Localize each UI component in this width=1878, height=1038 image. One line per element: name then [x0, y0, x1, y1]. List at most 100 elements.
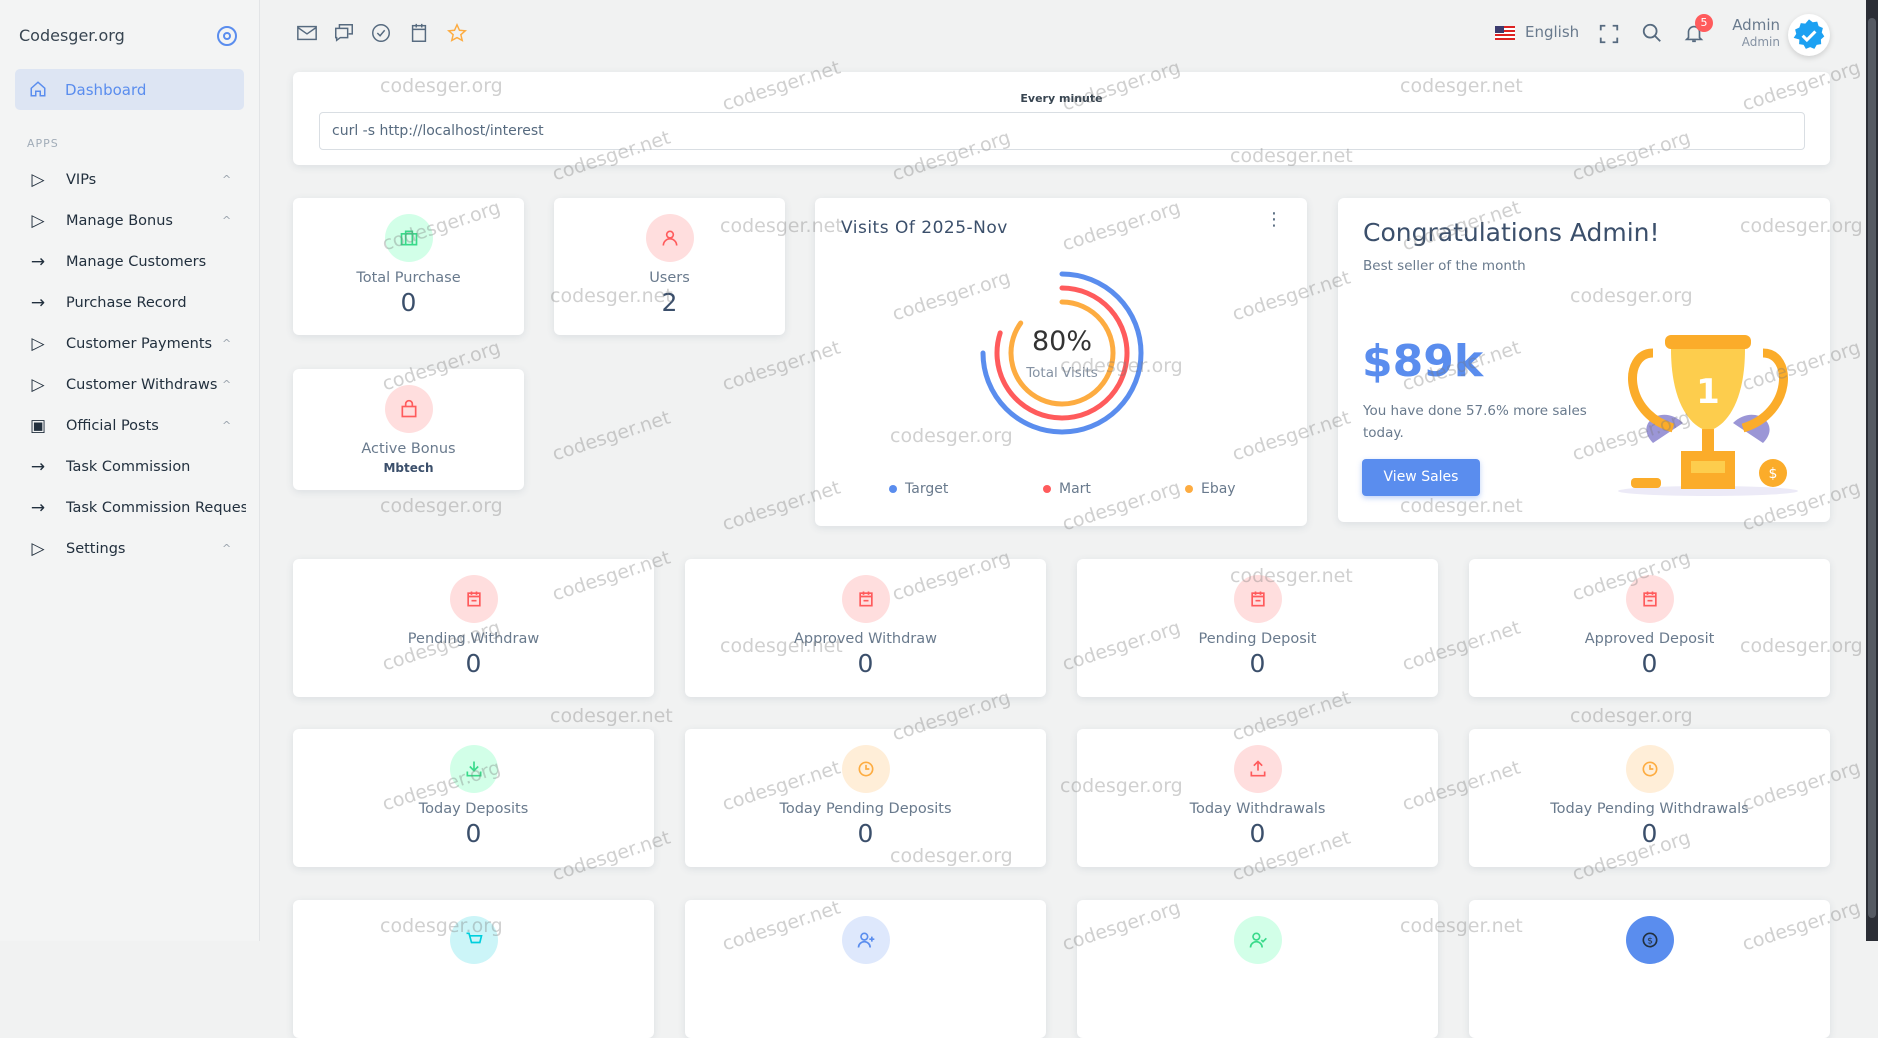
chat-icon[interactable]: [333, 22, 355, 44]
sidebar-item-label: Task Commission Request: [66, 499, 246, 516]
chevron-up-icon[interactable]: ^: [222, 173, 232, 186]
check-circle-icon[interactable]: [370, 22, 392, 44]
chevron-up-icon[interactable]: ^: [222, 542, 232, 555]
stat-value: 0: [1249, 819, 1266, 848]
sidebar-item-label: Purchase Record: [66, 294, 187, 311]
legend-item[interactable]: Mart: [1043, 481, 1091, 497]
visits-title: Visits Of 2025-Nov: [841, 218, 1008, 238]
sales-note: You have done 57.6% more sales today.: [1363, 403, 1587, 441]
watermark: codesger.net: [550, 705, 673, 727]
home-icon: [30, 81, 46, 97]
stat-card: Today Pending Withdrawals 0: [1469, 729, 1830, 867]
legend-item[interactable]: Ebay: [1185, 481, 1236, 497]
sidebar-item-label: Dashboard: [65, 80, 147, 99]
legend-item[interactable]: Target: [889, 481, 948, 497]
sidebar-item-dashboard[interactable]: Dashboard: [15, 69, 244, 110]
upload-icon: [1233, 745, 1282, 793]
radial-bar-ebay: [1008, 299, 1116, 407]
stat-label: Pending Deposit: [1198, 631, 1317, 647]
avatar[interactable]: [1788, 14, 1830, 56]
stat-value: 2: [661, 288, 678, 317]
sidebar-item-purchase-record[interactable]: → Purchase Record: [0, 282, 260, 323]
stat-value: 0: [1249, 649, 1266, 678]
congrats-title: Congratulations Admin!: [1363, 218, 1660, 247]
sidebar-item-official-posts[interactable]: ▣ Official Posts ^: [0, 405, 260, 446]
stat-card: Approved Deposit 0: [1469, 559, 1830, 697]
sidebar-item-manage-bonus[interactable]: ▷ Manage Bonus ^: [0, 200, 260, 241]
stat-value: 0: [1641, 819, 1658, 848]
watermark: codesger.org: [380, 495, 503, 517]
sidebar-toggle-icon[interactable]: [217, 26, 237, 46]
center-value: 80%: [1031, 326, 1092, 357]
clock-icon: [1625, 745, 1674, 793]
center-label: Total Visits: [1026, 365, 1098, 381]
us-flag-icon[interactable]: [1495, 26, 1515, 40]
legend-dot-icon: [1043, 485, 1051, 493]
calendar-icon: [449, 575, 498, 623]
cron-card: Every minute: [293, 72, 1830, 165]
legend-dot-icon: [889, 485, 897, 493]
cart-icon: [449, 916, 498, 964]
sales-amount: $89k: [1362, 336, 1484, 387]
arrow-right-icon: →: [30, 292, 46, 313]
clock-icon: [841, 745, 890, 793]
play-outline-icon: ▷: [31, 333, 45, 354]
sidebar-item-customer-withdraws[interactable]: ▷ Customer Withdraws ^: [0, 364, 260, 405]
arrow-right-icon: →: [30, 251, 46, 272]
stat-label: Today Withdrawals: [1189, 801, 1326, 817]
sidebar-item-label: Customer Withdraws: [66, 376, 218, 393]
stat-card: $: [1469, 900, 1830, 1038]
user-name: Admin: [1732, 16, 1780, 34]
chevron-up-icon[interactable]: ^: [222, 337, 232, 350]
trophy-illustration: 1 $: [1618, 335, 1798, 496]
sidebar-item-manage-customers[interactable]: → Manage Customers: [0, 241, 260, 282]
mail-icon[interactable]: [296, 22, 318, 44]
chevron-up-icon[interactable]: ^: [222, 214, 232, 227]
stat-label: Active Bonus: [361, 441, 456, 457]
sidebar-item-settings[interactable]: ▷ Settings ^: [0, 528, 260, 569]
stat-label: Total Purchase: [356, 270, 461, 286]
fullscreen-icon[interactable]: [1598, 23, 1620, 45]
play-outline-icon: ▷: [31, 169, 45, 190]
sidebar-item-task-commission-request[interactable]: → Task Commission Request: [0, 487, 260, 528]
view-sales-button[interactable]: View Sales: [1362, 459, 1480, 496]
stat-label: Users: [649, 270, 690, 286]
arrow-right-icon: →: [30, 497, 46, 518]
sidebar-item-label: VIPs: [66, 171, 97, 188]
stat-label: Approved Withdraw: [794, 631, 937, 647]
user-check-icon: [1233, 916, 1282, 964]
stat-card: Today Withdrawals 0: [1077, 729, 1438, 867]
active-bonus-card: Active Bonus Mbtech: [293, 369, 524, 490]
chevron-up-icon[interactable]: ^: [222, 378, 232, 391]
chevron-up-icon[interactable]: ^: [222, 419, 232, 432]
user-plus-icon: [841, 916, 890, 964]
radial-bar-target: [980, 271, 1144, 435]
cron-command-input[interactable]: [319, 112, 1805, 150]
calendar-icon: [841, 575, 890, 623]
user-icon: [645, 214, 694, 262]
sidebar-item-label: Official Posts: [66, 417, 159, 434]
arrow-right-icon: →: [30, 456, 46, 477]
calendar-icon[interactable]: [408, 22, 430, 44]
brand-name: Codesger.org: [19, 26, 125, 45]
calendar-icon: [1625, 575, 1674, 623]
sidebar: Codesger.org Dashboard APPS ▷ VIPs ^ ▷ Manag…: [0, 0, 260, 941]
sidebar-item-label: Manage Customers: [66, 253, 207, 270]
watermark: codesger.org: [1570, 705, 1693, 727]
sidebar-item-customer-payments[interactable]: ▷ Customer Payments ^: [0, 323, 260, 364]
legend-label: Ebay: [1201, 481, 1236, 497]
total-purchase-card: Total Purchase 0: [293, 198, 524, 335]
search-icon[interactable]: [1641, 22, 1663, 44]
user-role: Admin: [1741, 35, 1780, 49]
stat-label: Today Pending Withdrawals: [1550, 801, 1749, 817]
star-icon[interactable]: [446, 22, 468, 44]
sidebar-item-task-commission[interactable]: → Task Commission: [0, 446, 260, 487]
legend-label: Mart: [1059, 481, 1091, 497]
stat-card: Pending Deposit 0: [1077, 559, 1438, 697]
section-label: APPS: [27, 137, 59, 150]
sidebar-item-vips[interactable]: ▷ VIPs ^: [0, 159, 260, 200]
scrollbar[interactable]: [1866, 0, 1878, 941]
language-selector[interactable]: English: [1525, 23, 1580, 41]
play-outline-icon: ▷: [31, 374, 45, 395]
congrats-card: Congratulations Admin! Best seller of th…: [1338, 198, 1830, 522]
